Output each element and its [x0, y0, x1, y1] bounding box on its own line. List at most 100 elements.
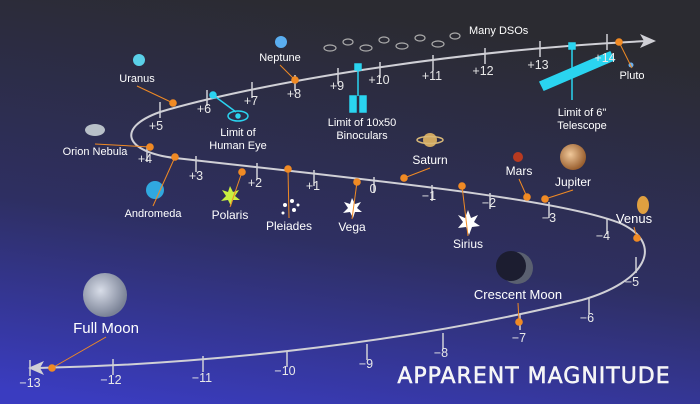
- tick-label: −10: [274, 364, 295, 378]
- binoculars-icon: [349, 95, 357, 113]
- mars-icon: [513, 152, 523, 162]
- object-dot: [238, 168, 246, 176]
- object-label: Crescent Moon: [474, 287, 562, 302]
- dso: [449, 32, 461, 40]
- tick-label: +7: [244, 94, 258, 108]
- leader-line: [287, 168, 290, 219]
- object-dot: [400, 174, 408, 182]
- object-label: Saturn: [412, 153, 447, 167]
- arrow-head: [28, 361, 44, 375]
- dso: [414, 34, 426, 42]
- arrow-head: [640, 34, 656, 48]
- object-label: Neptune: [259, 52, 301, 64]
- saturn-icon: [423, 133, 437, 147]
- object-dot: [541, 195, 549, 203]
- tick-label: +4: [138, 152, 152, 166]
- leader-line: [618, 41, 633, 69]
- dso: [431, 40, 445, 48]
- star: [292, 208, 296, 212]
- tick-label: +5: [149, 119, 163, 133]
- title: APPARENT MAGNITUDE: [397, 364, 670, 389]
- object-label: Pluto: [619, 70, 644, 82]
- object-label: Human Eye: [209, 140, 266, 152]
- object-dot: [523, 193, 531, 201]
- object-label: Limit of 6": [558, 107, 607, 119]
- leader-line: [403, 167, 431, 179]
- eye-marker: [209, 91, 217, 99]
- object-label: Andromeda: [125, 208, 183, 220]
- object-label: Uranus: [119, 73, 155, 85]
- object-label: Limit of 10x50: [328, 117, 396, 129]
- leader-line: [544, 189, 574, 200]
- tick-label: +6: [197, 102, 211, 116]
- tick-label: +12: [472, 64, 493, 78]
- tick-label: −3: [542, 211, 556, 225]
- crescent-moon-shadow: [496, 251, 526, 281]
- eye-leader: [212, 94, 237, 113]
- tick-label: −4: [596, 229, 610, 243]
- star: [290, 199, 294, 203]
- tick-label: +10: [368, 73, 389, 87]
- object-label: Mars: [506, 164, 533, 178]
- tick-label: −13: [19, 376, 40, 390]
- object-dot: [169, 99, 177, 107]
- tick-label: +1: [306, 179, 320, 193]
- tick-label: +11: [422, 69, 442, 83]
- dso: [359, 44, 373, 52]
- object-dot: [284, 165, 292, 173]
- object-dot: [633, 234, 641, 242]
- tick-label: 0: [370, 182, 377, 196]
- object-dot: [291, 76, 299, 84]
- object-label: Sirius: [453, 237, 483, 251]
- object-dot: [458, 182, 466, 190]
- sirius-icon: [458, 210, 480, 235]
- binoculars-marker: [354, 63, 362, 71]
- leader-line: [351, 181, 358, 220]
- tick-label: −1: [422, 189, 436, 203]
- instrument-markers: [209, 42, 616, 122]
- object-label: Polaris: [212, 208, 249, 222]
- leader-line: [461, 185, 469, 237]
- orion-nebula-icon: [85, 124, 105, 136]
- dso: [323, 44, 337, 52]
- object-dot: [515, 318, 523, 326]
- tick-label: −6: [580, 311, 594, 325]
- object-dot: [48, 364, 56, 372]
- saturn-rings: [416, 135, 444, 145]
- pleiades-icon: [281, 199, 300, 215]
- object-label: Vega: [338, 220, 366, 234]
- dso: [395, 42, 409, 50]
- venus-icon: [637, 196, 649, 214]
- uranus-icon: [133, 54, 145, 66]
- eye-icon: [227, 110, 249, 122]
- tick-label: −7: [512, 331, 526, 345]
- tick-label: +13: [527, 58, 548, 72]
- tick-label: +14: [594, 51, 615, 65]
- object-dot: [353, 178, 361, 186]
- andromeda-icon: [146, 181, 164, 199]
- full-moon-icon: [83, 273, 127, 317]
- binoculars-icon: [359, 95, 367, 113]
- object-label: Jupiter: [555, 175, 591, 189]
- jupiter-icon: [560, 144, 586, 170]
- tick-label: +3: [189, 169, 203, 183]
- object-label: Full Moon: [73, 320, 139, 337]
- telescope-marker: [568, 42, 576, 50]
- eye-pupil: [235, 113, 241, 119]
- leader-line: [94, 143, 151, 148]
- tick-label: +9: [330, 79, 344, 93]
- tick-label: −9: [359, 357, 373, 371]
- tick-label: −5: [625, 275, 639, 289]
- leader-line: [51, 336, 107, 369]
- tick-label: +8: [287, 87, 301, 101]
- leader-line: [136, 85, 174, 104]
- object-label: Binoculars: [336, 130, 388, 142]
- object-label: Orion Nebula: [63, 146, 129, 158]
- object-dot: [171, 153, 179, 161]
- object-label: Venus: [616, 211, 653, 226]
- tick-label: −8: [434, 346, 448, 360]
- leader-line: [229, 171, 243, 208]
- object-label: Limit of: [220, 127, 256, 139]
